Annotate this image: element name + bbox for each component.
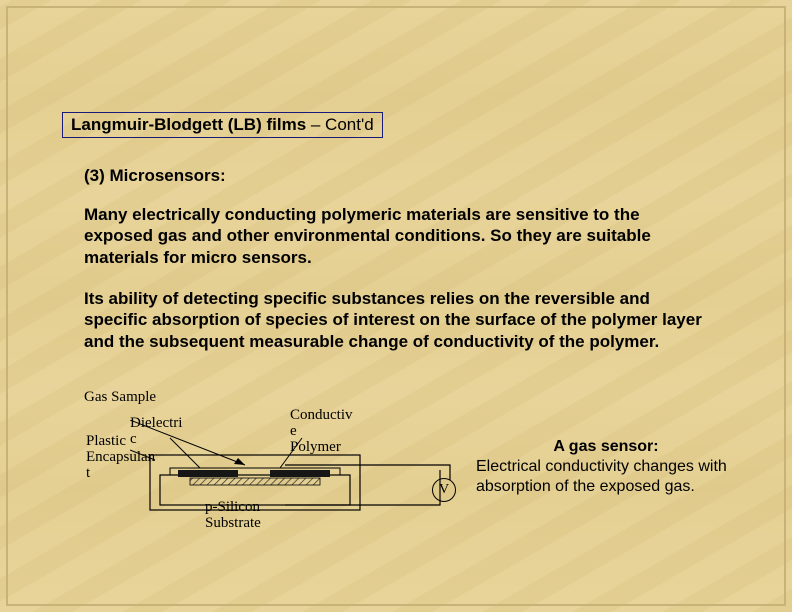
slide-title-rest: – Cont'd (306, 115, 374, 134)
voltmeter-icon: V (432, 478, 456, 502)
desc-body: Electrical conductivity changes with abs… (476, 457, 736, 497)
paragraph-2: Its ability of detecting specific substa… (84, 288, 704, 352)
gas-sensor-diagram (130, 420, 470, 570)
voltmeter-label: V (439, 482, 449, 497)
slide-title-bold: Langmuir-Blodgett (LB) films (71, 115, 306, 134)
desc-title: A gas sensor: (476, 437, 736, 457)
label-gas-sample: Gas Sample (84, 390, 156, 406)
section-subheading: (3) Microsensors: (84, 166, 226, 186)
slide-title-box: Langmuir-Blodgett (LB) films – Cont'd (62, 112, 383, 138)
paragraph-1: Many electrically conducting polymeric m… (84, 204, 704, 268)
